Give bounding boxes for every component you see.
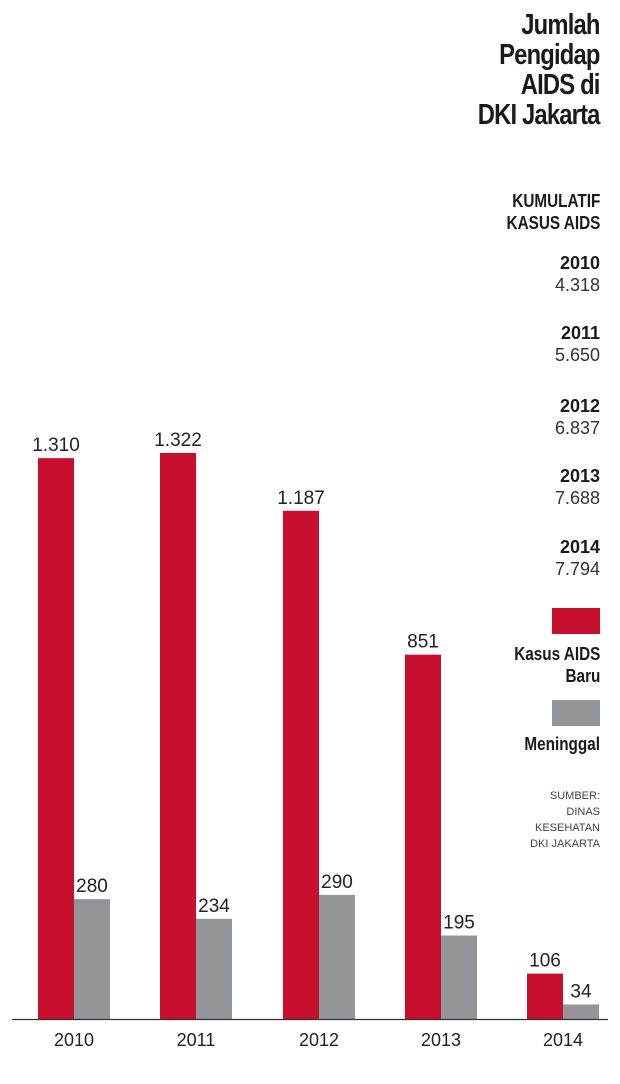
title-line-2: Pengidap bbox=[499, 39, 601, 71]
x-tick-label-2010: 2010 bbox=[54, 1030, 94, 1050]
cumulative-item-2014: 2014 7.794 bbox=[554, 537, 600, 579]
legend-swatch-new-cases bbox=[552, 608, 600, 634]
data-label-deaths-2014: 34 bbox=[570, 981, 592, 1002]
bar-new-cases-2013 bbox=[405, 654, 441, 1019]
legend-swatch-deaths bbox=[552, 700, 600, 726]
data-label-deaths-2012: 290 bbox=[321, 872, 353, 893]
cumulative-heading: KUMULATIF KASUS AIDS bbox=[506, 191, 600, 233]
title-line-4: DKI Jakarta bbox=[478, 99, 601, 131]
legend-label-deaths: Meninggal bbox=[524, 734, 600, 754]
x-tick-label-2014: 2014 bbox=[543, 1030, 583, 1050]
source-note: SUMBER: DINAS KESEHATAN DKI JAKARTA bbox=[530, 790, 600, 850]
bar-new-cases-2014 bbox=[527, 973, 563, 1019]
bar-new-cases-2012 bbox=[283, 510, 319, 1019]
data-label-new-cases-2011: 1.322 bbox=[154, 430, 202, 451]
x-tick-label-2012: 2012 bbox=[299, 1030, 339, 1050]
bar-deaths-2014 bbox=[563, 1004, 599, 1019]
data-label-deaths-2011: 234 bbox=[198, 896, 230, 917]
x-tick-label-2011: 2011 bbox=[177, 1030, 216, 1050]
bar-deaths-2010 bbox=[74, 899, 110, 1019]
title-line-3: AIDS di bbox=[521, 69, 601, 101]
data-label-new-cases-2010: 1.310 bbox=[32, 435, 80, 456]
cumulative-item-2011: 2011 5.650 bbox=[554, 323, 600, 365]
data-label-new-cases-2012: 1.187 bbox=[277, 488, 325, 509]
legend-label-new-cases: Kasus AIDS Baru bbox=[513, 644, 600, 686]
data-label-new-cases-2013: 851 bbox=[407, 632, 439, 653]
bar-new-cases-2011 bbox=[160, 453, 196, 1019]
chart-title: Jumlah Pengidap AIDS di DKI Jakarta bbox=[478, 9, 601, 131]
data-label-deaths-2010: 280 bbox=[76, 876, 108, 897]
cumulative-item-2010: 2010 4.318 bbox=[554, 253, 600, 295]
x-tick-label-2013: 2013 bbox=[421, 1030, 461, 1050]
bar-deaths-2012 bbox=[319, 894, 355, 1019]
bar-deaths-2013 bbox=[441, 935, 477, 1019]
data-label-new-cases-2014: 106 bbox=[529, 951, 561, 972]
title-line-1: Jumlah bbox=[521, 9, 601, 41]
bar-deaths-2011 bbox=[196, 918, 232, 1019]
cumulative-item-2012: 2012 6.837 bbox=[554, 396, 600, 438]
cumulative-item-2013: 2013 7.688 bbox=[554, 466, 600, 508]
bar-new-cases-2010 bbox=[38, 458, 74, 1019]
data-label-deaths-2013: 195 bbox=[443, 913, 475, 934]
